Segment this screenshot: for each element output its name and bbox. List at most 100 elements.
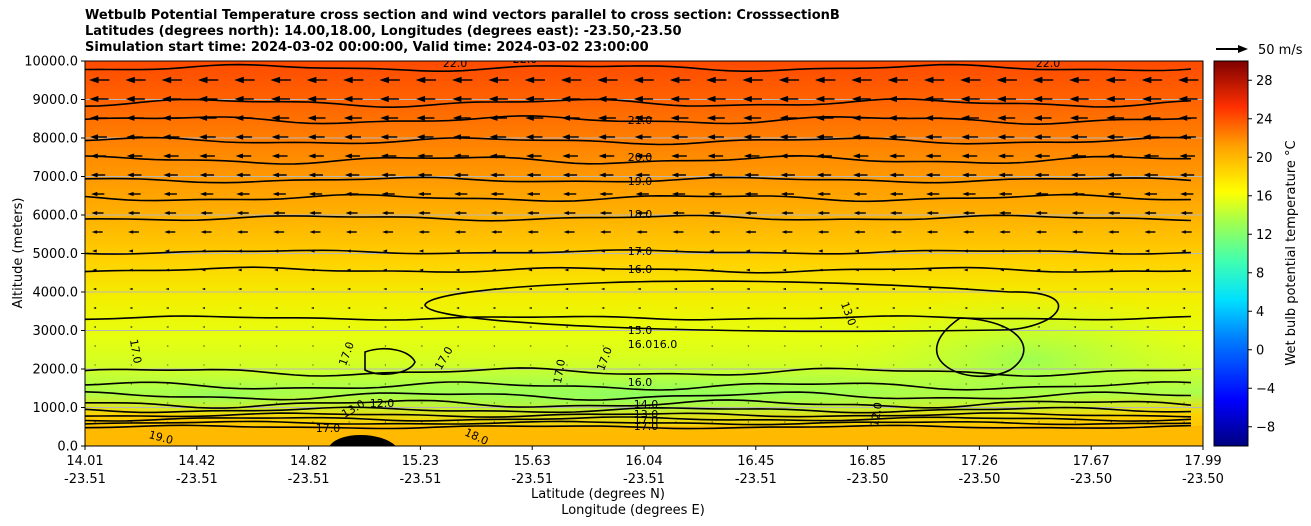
wind-vector (526, 191, 533, 197)
wind-vector (781, 230, 787, 234)
wind-vector (851, 76, 861, 84)
wind-vector (417, 172, 425, 178)
contour-label: 22.0 (513, 53, 538, 66)
wind-vector (310, 287, 315, 291)
wind-vector (780, 191, 788, 197)
wind-vector (384, 345, 387, 347)
wind-vector (201, 268, 206, 272)
contour-label: 17.0 (127, 338, 144, 364)
wind-vector (348, 345, 350, 347)
contour-line (85, 420, 1192, 426)
wind-vector (637, 307, 641, 309)
wind-vector (275, 326, 278, 328)
x-tick-label-lon: -23.51 (623, 472, 665, 487)
wind-vector (236, 191, 243, 197)
wind-vector (94, 364, 96, 366)
wind-vector (384, 421, 386, 423)
x-tick-label-lat: 14.01 (66, 454, 103, 469)
wind-vector (562, 153, 570, 159)
wind-vector (1110, 402, 1112, 404)
wind-vector (598, 153, 606, 159)
colorbar-tick-label: 24 (1256, 112, 1273, 127)
y-tick-label: 0.0 (57, 440, 78, 455)
wind-vector (346, 287, 351, 291)
wind-vector (418, 211, 424, 215)
wind-vector (492, 307, 496, 309)
wind-vector (491, 230, 497, 234)
wind-vector (346, 249, 351, 253)
wind-vector (1070, 153, 1078, 159)
wind-vector (94, 421, 96, 423)
contour-line (85, 63, 1192, 72)
wind-vector (454, 211, 461, 215)
wind-vector (1000, 307, 1004, 309)
wind-vector (524, 76, 535, 84)
wind-vector (453, 134, 461, 140)
wind-vector (892, 402, 895, 404)
wind-vector (711, 402, 713, 404)
wind-vector (344, 153, 352, 159)
colorbar: 28 24 20 16 12 8 4 0 −4 −8 Wet bulb potential tem… (1213, 60, 1299, 447)
wind-vector (493, 345, 495, 347)
wind-vector (638, 345, 641, 347)
wind-vector (820, 402, 822, 404)
wind-vector (1035, 211, 1041, 215)
contour-line (85, 399, 1192, 409)
wind-vector (527, 211, 533, 215)
contour-label: 17.0 (634, 420, 659, 433)
wind-vector (202, 345, 205, 347)
wind-vector (671, 191, 679, 197)
wind-vector (744, 172, 751, 178)
wind-vector (239, 421, 241, 423)
wind-vector (746, 287, 750, 291)
wind-vector (236, 211, 243, 215)
wind-vector (307, 134, 316, 140)
wind-vector (455, 268, 460, 272)
wind-vector (202, 364, 205, 366)
contour-label: 12.0 (868, 401, 885, 427)
wind-vector (962, 191, 969, 197)
wind-vector (669, 76, 680, 84)
wind-vector (343, 76, 353, 84)
x-tick-label-lat: 17.67 (1073, 454, 1110, 469)
wind-vector (779, 95, 789, 103)
wind-vector (166, 383, 169, 385)
wind-vector (1110, 383, 1112, 385)
wind-vector (235, 153, 243, 159)
wind-vector (166, 345, 169, 347)
wind-vector (638, 383, 641, 385)
wind-vector (674, 383, 677, 385)
wind-vector (1071, 211, 1078, 215)
wind-vector (1146, 345, 1149, 347)
contour-label: 22.0 (1036, 57, 1061, 70)
wind-vector (706, 115, 716, 121)
wind-vector (711, 345, 713, 347)
wind-vector (889, 153, 897, 159)
chart-subtitle-coordinates: Latitudes (degrees north): 14.00,18.00, … (85, 24, 682, 39)
y-tick-label: 5000.0 (33, 247, 79, 262)
wind-vector (856, 421, 858, 423)
wind-vector (599, 191, 606, 197)
wind-vector (892, 383, 895, 385)
contour-line (85, 424, 1192, 430)
wind-vector (1181, 287, 1186, 291)
wind-vector (127, 211, 134, 215)
colorbar-label: Wet bulb potential temperature °C (1284, 140, 1299, 365)
wind-vector (1109, 307, 1113, 309)
wind-vector (601, 287, 605, 291)
wind-vector (1072, 268, 1077, 272)
wind-vector (234, 115, 244, 121)
wind-vector (89, 76, 99, 84)
wind-vector (202, 326, 205, 328)
y-tick-label: 8000.0 (33, 132, 79, 147)
colorbar-tick-label: 16 (1256, 189, 1273, 204)
wind-vector (601, 307, 605, 309)
wind-vector (275, 402, 278, 404)
wind-vector (999, 249, 1005, 253)
x-tick-label-lat: 16.85 (849, 454, 886, 469)
wind-vector (90, 172, 98, 178)
wind-vector (90, 153, 98, 159)
wind-vector (1107, 211, 1114, 215)
contour-label: 17.0 (316, 422, 341, 435)
wind-vector (1110, 364, 1112, 366)
